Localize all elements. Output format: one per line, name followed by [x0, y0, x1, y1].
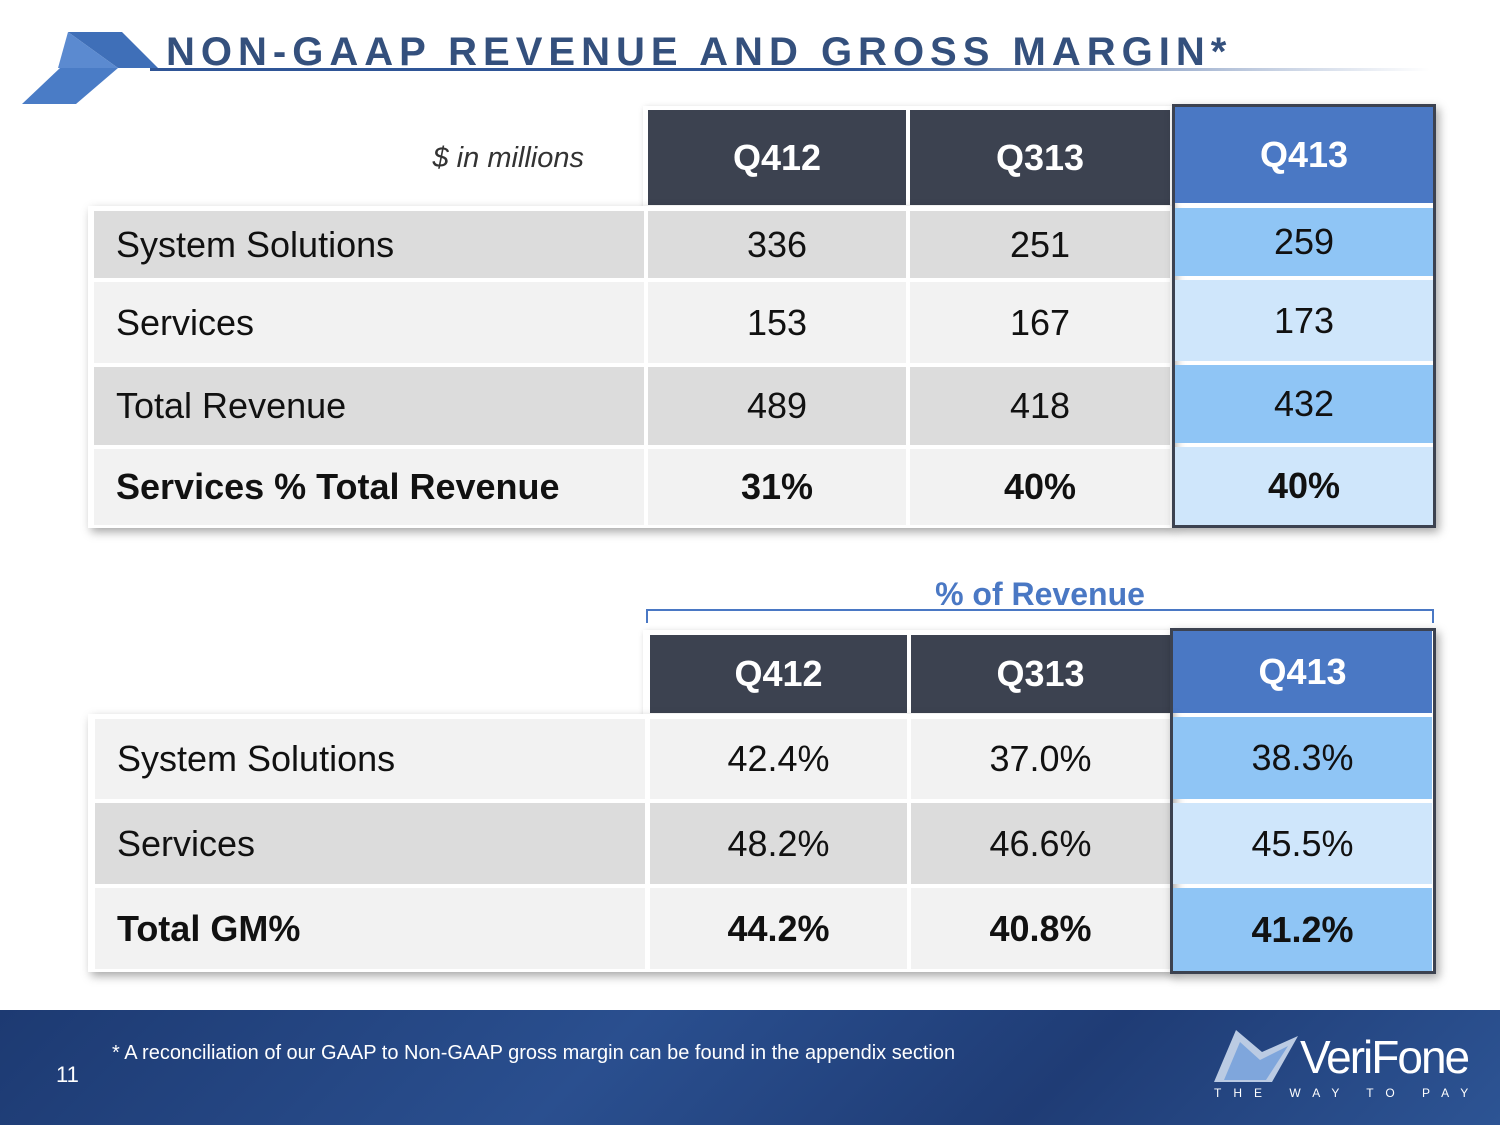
- margin-row-label: System Solutions: [95, 719, 645, 799]
- margin-header-q412: Q412: [650, 635, 907, 713]
- percent-of-revenue-label: % of Revenue: [935, 576, 1145, 612]
- revenue-cell-highlight: 40%: [1175, 447, 1433, 525]
- margin-cell: 46.6%: [911, 803, 1170, 884]
- revenue-cell: 251: [910, 211, 1170, 278]
- margin-cell-highlight: 45.5%: [1173, 803, 1432, 884]
- revenue-row-label: System Solutions: [94, 211, 644, 278]
- margin-header-q313: Q313: [911, 635, 1170, 713]
- revenue-row-label: Services % Total Revenue: [94, 449, 644, 525]
- revenue-header-q313: Q313: [910, 110, 1170, 205]
- margin-cell: 40.8%: [911, 888, 1170, 969]
- margin-row-label: Services: [95, 803, 645, 884]
- revenue-row-label: Total Revenue: [94, 367, 644, 445]
- margin-cell-highlight: 41.2%: [1173, 888, 1432, 971]
- slide-title: NON-GAAP REVENUE AND GROSS MARGIN*: [166, 30, 1233, 74]
- revenue-cell: 153: [648, 282, 906, 363]
- revenue-cell: 489: [648, 367, 906, 445]
- margin-cell: 44.2%: [650, 888, 907, 969]
- footnote: * A reconciliation of our GAAP to Non-GA…: [112, 1042, 956, 1064]
- page-number: 11: [56, 1062, 79, 1087]
- brand-tagline: THE WAY TO PAY: [1214, 1086, 1481, 1100]
- revenue-cell: 31%: [648, 449, 906, 525]
- margin-cell: 37.0%: [911, 719, 1170, 799]
- verifone-logo-icon: [1214, 1030, 1298, 1082]
- margin-header-q413: Q413: [1173, 631, 1432, 713]
- title-underline: [150, 68, 1430, 71]
- revenue-header-q412: Q412: [648, 110, 906, 205]
- revenue-cell: 40%: [910, 449, 1170, 525]
- revenue-cell-highlight: 432: [1175, 365, 1433, 443]
- percent-of-revenue-bracket: [646, 609, 1434, 623]
- revenue-cell: 336: [648, 211, 906, 278]
- units-label: $ in millions: [432, 142, 585, 174]
- margin-cell: 48.2%: [650, 803, 907, 884]
- brand-name: VeriFone: [1300, 1031, 1470, 1083]
- revenue-cell-highlight: 259: [1175, 208, 1433, 276]
- revenue-row-label: Services: [94, 282, 644, 363]
- slide-chevron-logo-icon: [22, 32, 158, 104]
- revenue-header-q413: Q413: [1175, 107, 1433, 203]
- margin-cell-highlight: 38.3%: [1173, 717, 1432, 799]
- margin-cell: 42.4%: [650, 719, 907, 799]
- margin-row-label: Total GM%: [95, 888, 645, 969]
- revenue-cell-highlight: 173: [1175, 280, 1433, 361]
- revenue-cell: 167: [910, 282, 1170, 363]
- revenue-cell: 418: [910, 367, 1170, 445]
